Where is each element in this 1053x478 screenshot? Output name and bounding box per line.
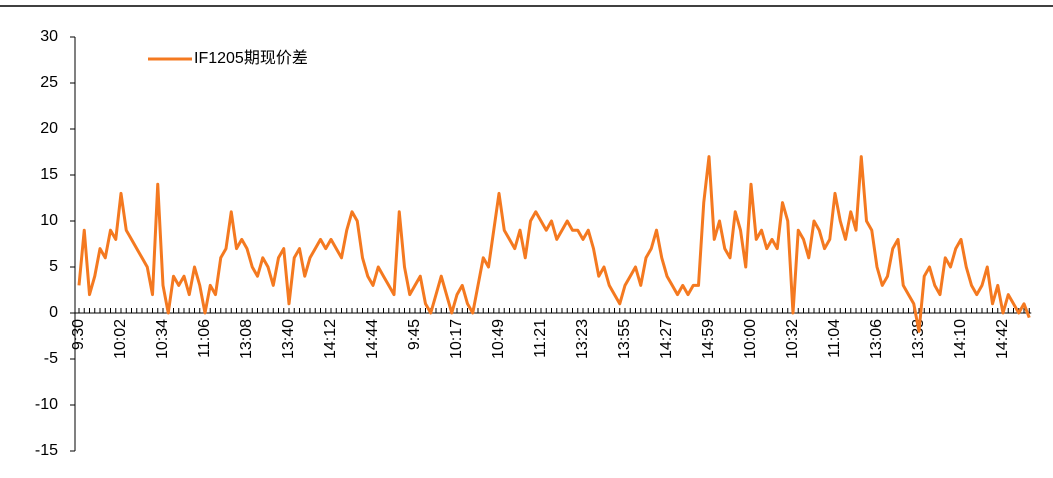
y-tick-label: -15 xyxy=(35,442,58,459)
x-tick-label: 9:45 xyxy=(406,319,423,350)
x-tick-label: 10:00 xyxy=(742,319,759,359)
y-tick-label: 20 xyxy=(40,120,58,137)
y-tick-label: 25 xyxy=(40,74,58,91)
x-tick-label: 13:23 xyxy=(574,319,591,359)
x-tick-label: 10:17 xyxy=(448,319,465,359)
x-tick-label: 13:55 xyxy=(616,319,633,359)
y-tick-label: 10 xyxy=(40,212,58,229)
x-tick-label: 14:10 xyxy=(952,319,969,359)
y-tick-label: 30 xyxy=(40,28,58,45)
x-tick-label: 13:40 xyxy=(280,319,297,359)
x-tick-label: 13:06 xyxy=(868,319,885,359)
y-tick-label: -10 xyxy=(35,396,58,413)
y-tick-label: -5 xyxy=(44,350,58,367)
y-tick-label: 15 xyxy=(40,166,58,183)
x-tick-label: 10:34 xyxy=(154,319,171,359)
x-tick-label: 11:04 xyxy=(826,319,843,358)
y-tick-label: 5 xyxy=(49,258,58,275)
x-tick-label: 10:02 xyxy=(112,319,129,359)
x-tick-label: 10:49 xyxy=(490,319,507,359)
x-tick-label: 14:27 xyxy=(658,319,675,359)
x-tick-label: 13:08 xyxy=(238,319,255,359)
x-tick-label: 14:42 xyxy=(994,319,1011,359)
x-tick-label: 10:32 xyxy=(784,319,801,359)
legend-label: IF1205期现价差 xyxy=(194,49,308,67)
x-tick-label: 14:44 xyxy=(364,319,381,359)
x-tick-label: 14:59 xyxy=(700,319,717,359)
x-tick-label: 11:21 xyxy=(532,319,549,358)
series-line xyxy=(77,155,1031,333)
x-tick-label: 13:38 xyxy=(910,319,927,359)
x-tick-label: 9:30 xyxy=(70,319,87,350)
y-tick-label: 0 xyxy=(49,304,58,321)
x-tick-label: 11:06 xyxy=(196,319,213,358)
x-tick-label: 14:12 xyxy=(322,319,339,359)
